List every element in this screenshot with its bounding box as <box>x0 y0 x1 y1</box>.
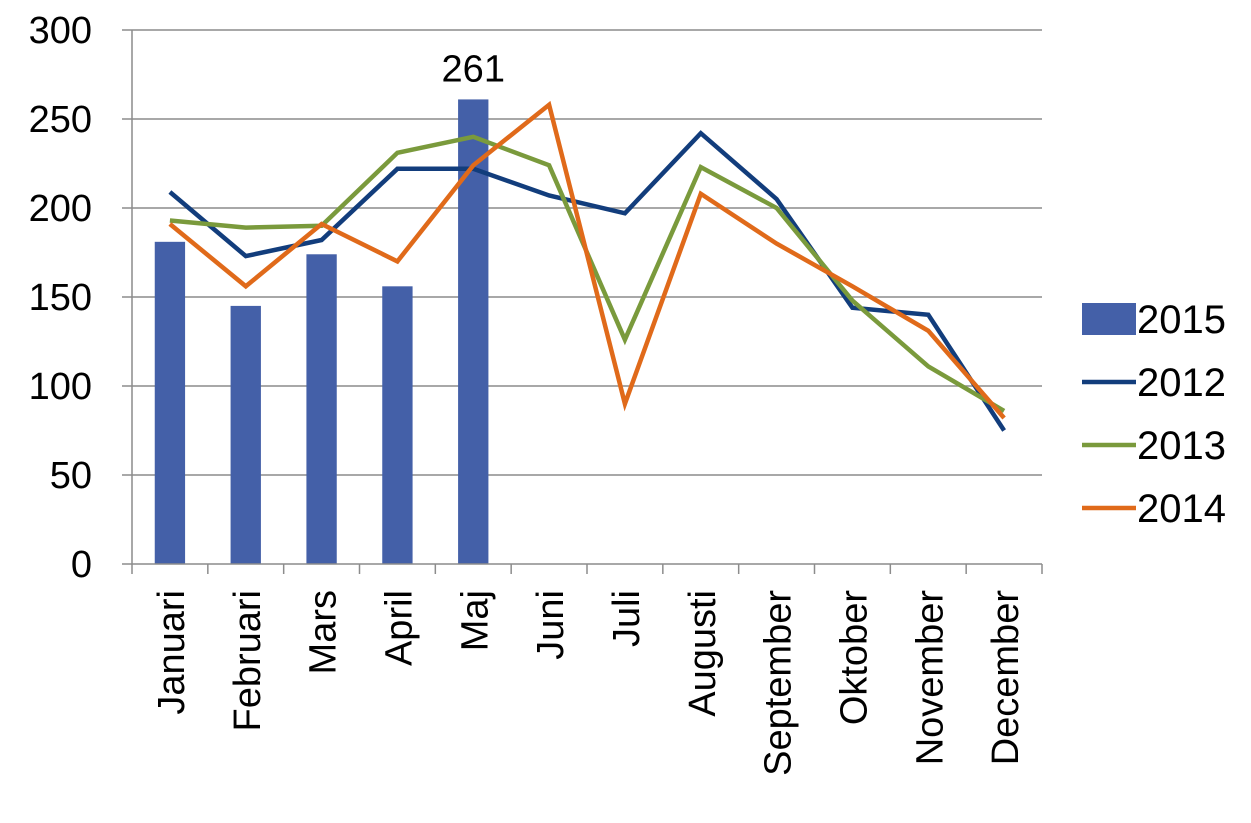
data-labels: 261 <box>442 48 505 90</box>
legend: 2015 2012 2013 2014 <box>1082 298 1226 531</box>
x-tick-label: Januari <box>151 590 193 715</box>
y-tick-label: 250 <box>29 99 92 141</box>
x-tick-label: Oktober <box>833 590 875 726</box>
line-series-2013 <box>169 134 1006 413</box>
data-label: 261 <box>442 48 505 90</box>
y-tick-label: 200 <box>29 188 92 230</box>
bar-2015-Januari <box>154 241 186 564</box>
legend-label-2012: 2012 <box>1137 361 1226 405</box>
legend-label-2013: 2013 <box>1137 424 1226 468</box>
legend-label-2015: 2015 <box>1137 298 1226 342</box>
x-tick-label: Augusti <box>682 590 724 717</box>
x-tick-label: April <box>378 590 420 666</box>
bar-series-2015 <box>154 99 489 565</box>
y-tick-label: 0 <box>71 544 92 586</box>
line-series-2014 <box>168 100 1006 420</box>
y-tick-label: 50 <box>50 455 92 497</box>
x-tick-label: Mars <box>303 590 345 674</box>
y-tick-label: 150 <box>29 277 92 319</box>
bar-2015-Mars <box>306 254 337 564</box>
legend-label-2014: 2014 <box>1137 487 1226 531</box>
y-tick-label: 300 <box>29 10 92 52</box>
line-series <box>168 100 1006 432</box>
bar-2015-April <box>382 286 413 564</box>
x-tick-label: Maj <box>454 590 496 651</box>
x-tick-label: December <box>985 590 1027 766</box>
legend-swatch-2015 <box>1082 303 1136 335</box>
x-tick-label: Juli <box>606 590 648 647</box>
x-tick-label: September <box>758 590 800 776</box>
x-tick-label: Juni <box>530 590 572 660</box>
y-tick-labels: 0 50 100 150 200 250 300 <box>29 10 92 586</box>
x-tick-label: Februari <box>227 590 269 732</box>
y-tick-label: 100 <box>29 366 92 408</box>
axes <box>131 30 1043 574</box>
bar-2015-Februari <box>230 305 261 564</box>
x-tick-labels: Januari Februari Mars April Maj Juni Juli Augus… <box>151 590 1027 776</box>
gridlines <box>122 29 1042 565</box>
x-tick-label: November <box>909 590 951 766</box>
